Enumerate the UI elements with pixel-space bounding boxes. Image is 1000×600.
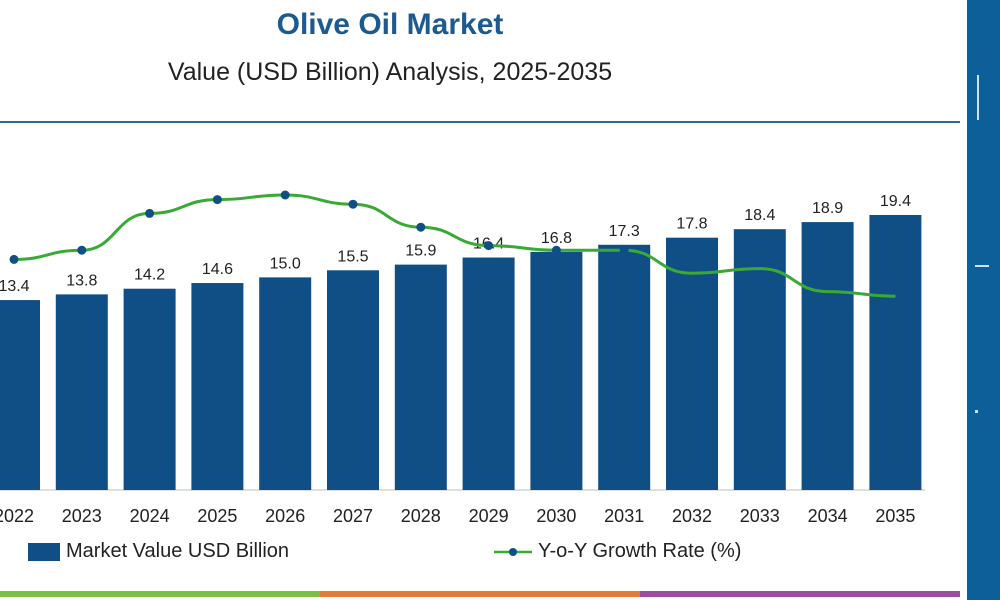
bottom-color-strip [0, 588, 960, 600]
chart-subtitle: Value (USD Billion) Analysis, 2025-2035 [167, 58, 613, 86]
x-tick-label: 2034 [808, 506, 848, 526]
x-tick-label: 2035 [875, 506, 915, 526]
growth-point-2031 [619, 245, 629, 255]
bar-2026 [259, 277, 312, 490]
bar-2031 [598, 244, 651, 490]
strip-segment [640, 591, 800, 597]
side-panel [967, 0, 1000, 600]
bar-2023 [55, 294, 108, 490]
x-tick-label: 2025 [197, 506, 237, 526]
bar-value-label: 13.8 [66, 272, 97, 289]
bar-2028 [394, 264, 447, 490]
growth-point-2030 [551, 245, 561, 255]
side-panel-mark [975, 410, 978, 413]
x-tick-label: 2031 [604, 506, 644, 526]
growth-point-2023 [77, 245, 87, 255]
bar-2035 [869, 215, 922, 490]
bar-value-label: 13.4 [0, 278, 30, 295]
legend-swatch-line [494, 547, 532, 556]
bar-2022 [0, 300, 40, 490]
bar-2032 [666, 237, 718, 490]
bar-2027 [327, 270, 379, 490]
legend-item-line: Y-o-Y Growth Rate (%) [492, 540, 741, 563]
bar-value-label: 14.6 [202, 261, 233, 278]
strip-segment [160, 591, 320, 597]
bar-value-label: 19.4 [880, 193, 911, 210]
bar-2025 [191, 283, 244, 490]
bar-value-label: 17.3 [609, 223, 640, 240]
bar-value-label: 18.9 [812, 200, 843, 217]
legend-label-line: Y-o-Y Growth Rate (%) [538, 540, 742, 562]
x-tick-label: 2023 [62, 506, 102, 526]
strip-segment [0, 591, 160, 597]
side-panel-mark [975, 265, 989, 267]
growth-point-2029 [484, 241, 494, 251]
x-tick-label: 2029 [469, 506, 509, 526]
bar-2030 [530, 251, 583, 490]
chart-title: Olive Oil Market [276, 8, 504, 41]
bar-value-label: 15.9 [405, 243, 436, 260]
strip-segment [800, 591, 960, 597]
growth-point-2022 [9, 254, 19, 264]
strip-segment [480, 591, 640, 597]
growth-point-2024 [145, 208, 155, 218]
x-tick-label: 2032 [672, 506, 712, 526]
legend-swatch-bars [28, 542, 60, 561]
growth-point-2025 [212, 195, 222, 205]
x-tick-label: 2024 [130, 506, 170, 526]
x-tick-label: 2027 [333, 506, 373, 526]
x-tick-label: 2026 [265, 506, 305, 526]
x-tick-label: 2022 [0, 506, 34, 526]
growth-point-2026 [280, 190, 290, 200]
legend-item-bars: Market Value USD Billion [28, 540, 289, 563]
bar-2034 [801, 222, 854, 490]
chart-legend: Market Value USD Billion Y-o-Y Growth Ra… [0, 536, 960, 576]
growth-point-2027 [348, 199, 358, 209]
title-divider [0, 121, 960, 123]
bar-value-label: 15.0 [270, 255, 301, 272]
growth-point-2028 [416, 222, 426, 232]
bar-value-label: 15.5 [337, 248, 368, 265]
bar-2024 [123, 288, 176, 490]
x-tick-label: 2033 [740, 506, 780, 526]
bar-value-label: 14.2 [134, 267, 165, 284]
x-tick-label: 2030 [536, 506, 576, 526]
strip-segment [320, 591, 480, 597]
bar-value-label: 16.8 [541, 230, 572, 247]
legend-label-bars: Market Value USD Billion [66, 540, 290, 562]
chart-svg: 13.4 2022 13.8 2023 14.2 2024 14.6 2025 15.0 2026… [0, 190, 925, 526]
side-panel-mark [977, 75, 979, 120]
x-tick-label: 2028 [401, 506, 441, 526]
bar-value-label: 18.4 [744, 207, 775, 224]
bar-value-label: 17.8 [676, 216, 707, 233]
bar-2029 [462, 257, 515, 490]
